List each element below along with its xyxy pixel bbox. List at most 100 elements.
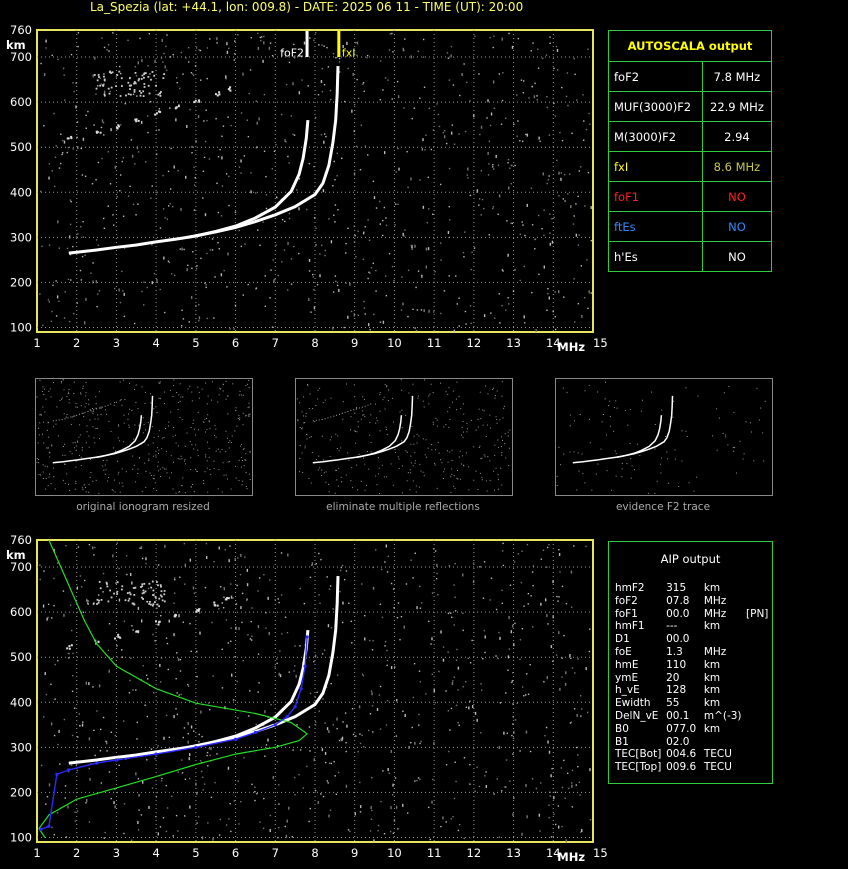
thumb-noise-dot: [475, 470, 477, 472]
noise-dot: [206, 47, 209, 49]
thumb-noise-dot: [503, 407, 505, 409]
thumb-noise-dot: [43, 394, 45, 396]
noise-dot: [205, 542, 208, 545]
noise-dot: [371, 649, 374, 651]
thumb-noise-dot: [489, 427, 491, 429]
thumb-noise-dot: [74, 415, 76, 417]
thumb-noise-dot: [487, 456, 489, 458]
noise-dot: [403, 235, 405, 237]
noise-dot: [448, 205, 450, 208]
noise-dot: [422, 138, 424, 142]
noise-dot: [527, 603, 529, 605]
noise-dot: [278, 826, 280, 829]
thumb-noise-dot: [79, 434, 81, 436]
noise-dot: [536, 99, 538, 101]
noise-dot: [106, 49, 108, 51]
thumb-noise-dot: [432, 421, 434, 423]
thumb-noise-dot: [463, 413, 465, 415]
noise-dot: [314, 721, 317, 723]
thumb-noise-dot: [375, 422, 377, 424]
thumb-noise-dot: [484, 455, 486, 457]
noise-dot: [134, 163, 136, 165]
thumb-noise-dot: [73, 381, 75, 383]
thumbnail-caption: eliminate multiple reflections: [326, 501, 480, 513]
noise-dot: [530, 187, 533, 189]
thumb-noise-dot: [376, 417, 378, 419]
noise-dot: [545, 726, 548, 729]
noise-dot: [533, 95, 536, 99]
noise-dot: [243, 757, 245, 759]
noise-dot: [357, 97, 360, 100]
scatter-cluster-point: [160, 595, 163, 598]
noise-dot: [507, 253, 509, 257]
thumb-noise-dot: [73, 393, 75, 395]
noise-dot: [401, 276, 403, 278]
noise-dot: [278, 784, 280, 786]
aip-flag: [744, 684, 772, 697]
noise-dot: [535, 787, 538, 790]
noise-dot: [281, 50, 284, 53]
noise-dot: [263, 574, 265, 576]
thumb-noise-dot: [379, 430, 381, 432]
noise-dot: [478, 204, 480, 206]
noise-dot: [224, 549, 226, 551]
noise-dot: [492, 207, 494, 210]
noise-dot: [238, 627, 240, 631]
noise-dot: [414, 327, 416, 329]
scatter-cluster-point: [127, 81, 130, 84]
noise-dot: [195, 47, 198, 49]
noise-dot: [206, 119, 208, 122]
noise-dot: [91, 183, 94, 185]
thumb-noise-dot: [342, 401, 344, 403]
noise-dot: [492, 46, 494, 49]
noise-dot: [170, 273, 173, 275]
scatter-cluster-point: [133, 594, 136, 596]
noise-dot: [438, 670, 440, 673]
noise-dot: [327, 66, 330, 68]
noise-dot: [265, 194, 268, 196]
thumb-noise-dot: [385, 428, 387, 430]
noise-dot: [168, 261, 170, 264]
thumb-noise-dot: [459, 450, 461, 452]
noise-dot: [497, 164, 500, 166]
noise-dot: [492, 80, 495, 84]
noise-dot: [430, 643, 432, 645]
thumb-noise-dot: [354, 430, 356, 432]
noise-dot: [140, 120, 143, 124]
noise-dot: [76, 136, 78, 139]
thumb-noise-dot: [487, 393, 489, 395]
noise-dot: [330, 762, 333, 765]
scatter-cluster-point: [163, 73, 166, 76]
thumb-noise-dot: [449, 418, 451, 420]
noise-dot: [462, 573, 464, 577]
thumb-noise-dot: [61, 398, 63, 400]
noise-dot: [519, 639, 522, 641]
noise-dot: [95, 179, 97, 181]
noise-dot: [177, 830, 179, 832]
noise-dot: [562, 198, 564, 200]
noise-dot: [493, 35, 495, 37]
scatter-cluster-point: [129, 84, 132, 87]
thumb-noise-dot: [117, 437, 119, 439]
noise-dot: [80, 147, 82, 150]
noise-dot: [469, 100, 471, 102]
noise-dot: [395, 203, 397, 205]
thumb-noise-dot: [348, 459, 350, 461]
noise-dot: [130, 139, 133, 141]
thumb-noise-dot: [356, 464, 358, 466]
thumb-noise-dot: [509, 429, 511, 431]
thumb-noise-dot: [430, 383, 432, 385]
noise-dot: [412, 308, 414, 311]
noise-dot: [188, 753, 191, 757]
thumb-noise-dot: [493, 489, 495, 491]
noise-dot: [189, 108, 191, 111]
noise-dot: [151, 281, 153, 285]
thumb-noise-dot: [410, 455, 412, 457]
noise-dot: [230, 583, 232, 585]
thumb-noise-dot: [334, 492, 336, 494]
thumb-noise-dot: [422, 438, 424, 440]
noise-dot: [189, 558, 192, 562]
thumb-noise-dot: [42, 406, 44, 408]
noise-dot: [139, 547, 141, 549]
